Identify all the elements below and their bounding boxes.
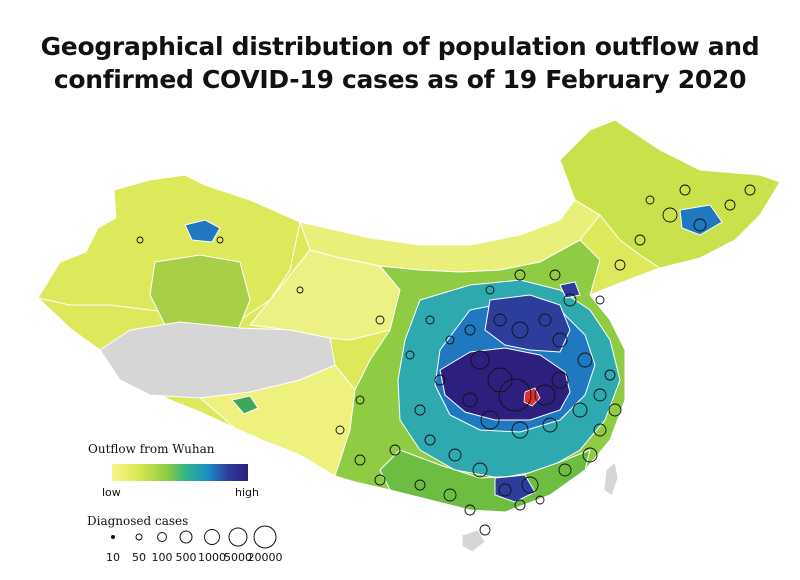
- case-circle: [511, 321, 529, 339]
- region-henan: [484, 294, 571, 353]
- outflow-color-bar: [112, 464, 248, 481]
- case-circle: [498, 378, 532, 412]
- case-circle: [498, 483, 512, 497]
- cases-legend-label: 5000: [224, 551, 252, 564]
- case-circle: [480, 410, 500, 430]
- case-circle: [595, 295, 605, 305]
- region-taiwan: [603, 461, 619, 497]
- case-circle: [614, 259, 626, 271]
- outflow-low-label: low: [102, 486, 121, 499]
- case-circle: [679, 184, 691, 196]
- case-circle: [493, 313, 507, 327]
- outflow-legend-title: Outflow from Wuhan: [88, 442, 215, 456]
- case-circle: [216, 236, 224, 244]
- case-circle: [593, 423, 607, 437]
- case-circle: [464, 504, 476, 516]
- case-circle: [462, 392, 478, 408]
- cases-legend-symbols: [111, 525, 277, 549]
- cases-legend-circle: [135, 533, 143, 541]
- region-guangdong: [494, 474, 536, 503]
- case-circle: [354, 454, 366, 466]
- cases-legend-circle: [111, 535, 115, 539]
- case-circle: [634, 234, 646, 246]
- case-circle: [464, 324, 476, 336]
- cases-legend-label: 20000: [247, 551, 283, 564]
- case-circle: [375, 315, 385, 325]
- case-circle: [542, 417, 558, 433]
- case-circle: [724, 199, 736, 211]
- cases-legend-circle: [204, 529, 220, 545]
- case-circle: [405, 350, 415, 360]
- case-circle: [434, 374, 446, 386]
- case-circle: [604, 369, 616, 381]
- case-circle: [645, 195, 655, 205]
- cases-legend-label: 500: [175, 551, 197, 564]
- case-circle: [563, 293, 577, 307]
- region-northeast: [559, 119, 781, 269]
- case-circle: [487, 367, 513, 393]
- cases-legend-circle: [179, 530, 193, 544]
- case-circle: [577, 352, 593, 368]
- map-title-line-2: confirmed COVID-19 cases as of 19 Februa…: [53, 65, 747, 94]
- case-circle: [479, 524, 491, 536]
- case-circle: [558, 463, 572, 477]
- case-circle: [572, 402, 588, 418]
- case-circle: [470, 350, 490, 370]
- cases-legend-label: 1000: [198, 551, 226, 564]
- case-circle: [538, 313, 552, 327]
- case-circle: [744, 184, 756, 196]
- case-circle: [662, 207, 678, 223]
- case-circle: [374, 474, 386, 486]
- case-circle: [485, 285, 495, 295]
- wuhan-origin-marker: [523, 387, 541, 407]
- case-circle: [514, 269, 526, 281]
- case-circle: [608, 403, 622, 417]
- outflow-high-label: high: [235, 486, 259, 499]
- case-circle: [424, 434, 436, 446]
- region-lhasa: [231, 395, 259, 415]
- cases-legend-circle: [157, 532, 167, 542]
- case-circle: [582, 447, 598, 463]
- case-circle: [443, 488, 457, 502]
- region-hainan: [461, 529, 486, 553]
- cases-legend-label: 100: [151, 551, 173, 564]
- case-circle: [552, 332, 568, 348]
- case-circle: [445, 335, 455, 345]
- cases-legend-circle: [253, 525, 277, 549]
- region-urumqi: [184, 219, 221, 243]
- case-circle: [472, 462, 488, 478]
- case-circle: [136, 236, 144, 244]
- case-circle: [389, 444, 401, 456]
- case-circle: [535, 495, 545, 505]
- case-circles-layer: [136, 184, 756, 536]
- case-circle: [335, 425, 345, 435]
- case-circle: [414, 404, 426, 416]
- case-circle: [521, 476, 539, 494]
- cases-legend-circle: [228, 527, 248, 547]
- case-circle: [693, 218, 707, 232]
- cases-legend-label: 50: [132, 551, 146, 564]
- case-circle: [549, 269, 561, 281]
- case-circle: [296, 286, 304, 294]
- case-circle: [414, 479, 426, 491]
- region-beijing: [559, 281, 581, 299]
- region-harbin: [679, 204, 723, 236]
- map-title: Geographical distribution of population …: [0, 30, 800, 96]
- case-circle: [511, 421, 529, 439]
- case-circle: [593, 388, 607, 402]
- case-circle: [514, 499, 526, 511]
- case-circle: [534, 384, 556, 406]
- case-circle: [448, 448, 462, 462]
- map-title-line-1: Geographical distribution of population …: [40, 32, 760, 61]
- cases-legend-label: 10: [106, 551, 120, 564]
- case-circle: [355, 395, 365, 405]
- case-circle: [551, 371, 569, 389]
- cases-legend-title: Diagnosed cases: [87, 514, 189, 528]
- case-circle: [425, 315, 435, 325]
